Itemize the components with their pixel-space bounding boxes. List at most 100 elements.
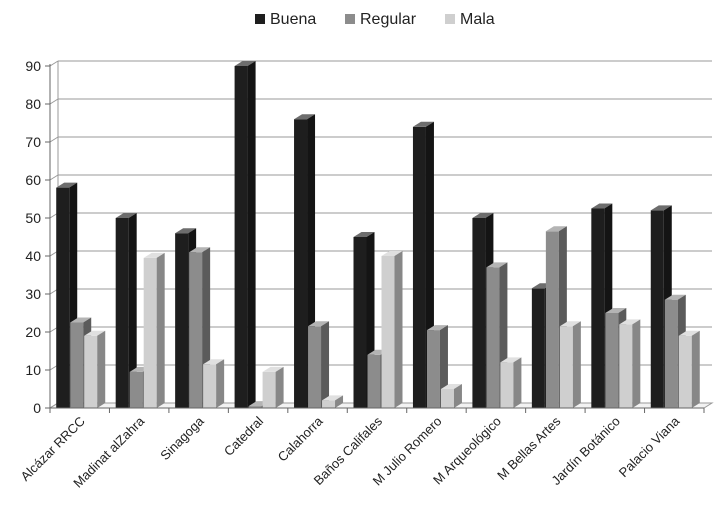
bar-side bbox=[275, 366, 284, 408]
bar-front bbox=[619, 324, 633, 408]
bar-mala bbox=[143, 252, 165, 408]
bar-front bbox=[678, 335, 692, 408]
bar-front bbox=[381, 256, 395, 408]
bar-top bbox=[426, 325, 448, 331]
bar-side bbox=[513, 357, 522, 408]
bar-front bbox=[234, 66, 248, 408]
bar-top bbox=[472, 213, 494, 218]
bar-buena bbox=[115, 213, 137, 408]
bar-top bbox=[308, 321, 330, 327]
bar-mala bbox=[203, 359, 225, 408]
bar-top bbox=[70, 317, 92, 323]
bar-top bbox=[262, 366, 284, 372]
bar-mala bbox=[84, 330, 106, 408]
bar-front bbox=[605, 313, 619, 408]
bar-mala bbox=[440, 384, 462, 408]
bar-front bbox=[500, 362, 514, 408]
bar-top bbox=[234, 61, 256, 66]
bar-front bbox=[56, 187, 70, 408]
bar-side bbox=[394, 251, 403, 408]
bar-regular bbox=[426, 325, 448, 408]
bar-top bbox=[56, 182, 78, 188]
bar-mala bbox=[559, 321, 581, 408]
bar-front bbox=[189, 252, 203, 408]
bar-top bbox=[500, 357, 522, 363]
bar-top bbox=[678, 330, 700, 336]
bar-front bbox=[559, 326, 573, 408]
bar-mala bbox=[381, 251, 403, 408]
gridline-diagonal bbox=[49, 174, 59, 181]
y-tick-label: 70 bbox=[25, 134, 41, 150]
y-tick-label: 90 bbox=[25, 58, 41, 74]
bar-front bbox=[531, 288, 545, 408]
legend-swatch-buena bbox=[255, 14, 265, 24]
bar-mala bbox=[678, 330, 700, 408]
bar-front bbox=[203, 364, 217, 408]
legend-swatch-mala bbox=[445, 14, 455, 24]
bar-side bbox=[321, 321, 330, 408]
bar-mala bbox=[500, 357, 522, 408]
gridline-diagonal bbox=[49, 98, 59, 105]
bar-top bbox=[175, 228, 197, 234]
bar-front bbox=[591, 208, 605, 408]
bar-front bbox=[472, 218, 486, 408]
bar-side bbox=[572, 321, 581, 408]
bar-top bbox=[381, 251, 403, 256]
bar-top bbox=[189, 247, 211, 253]
bar-top bbox=[486, 262, 508, 268]
x-category-label: Sinagoga bbox=[157, 413, 207, 463]
legend-label-regular: Regular bbox=[360, 11, 417, 28]
bar-side bbox=[632, 319, 641, 408]
gridline-diagonal bbox=[49, 136, 59, 143]
bar-side bbox=[453, 384, 462, 408]
y-tick-label: 10 bbox=[25, 362, 41, 378]
bar-side bbox=[156, 252, 165, 408]
bar-top bbox=[559, 321, 581, 327]
bar-top bbox=[591, 203, 613, 209]
legend-label-mala: Mala bbox=[460, 11, 495, 28]
bar-top bbox=[322, 395, 344, 401]
gridline-diagonal bbox=[49, 60, 59, 67]
bar-buena bbox=[234, 61, 256, 408]
bar-top bbox=[143, 252, 165, 258]
y-tick-label: 60 bbox=[25, 172, 41, 188]
y-tick-label: 30 bbox=[25, 286, 41, 302]
y-axis: 0 10 20 30 40 50 60 70 80 90 bbox=[25, 58, 51, 416]
bar-top bbox=[619, 319, 641, 325]
bar-front bbox=[412, 126, 426, 409]
bar-top bbox=[440, 384, 462, 389]
bar-front bbox=[129, 371, 143, 408]
bar-side bbox=[97, 330, 106, 408]
bar-top bbox=[84, 330, 106, 336]
bar-mala bbox=[619, 319, 641, 408]
bar-front bbox=[486, 267, 500, 408]
bar-side bbox=[335, 395, 344, 408]
y-tick-label: 40 bbox=[25, 248, 41, 264]
bar-front bbox=[353, 237, 367, 408]
chart-bars bbox=[56, 61, 700, 409]
y-tick-label: 80 bbox=[25, 96, 41, 112]
bar-top bbox=[664, 294, 686, 300]
bar-front bbox=[175, 233, 189, 408]
bar-regular bbox=[189, 247, 211, 408]
bar-front bbox=[262, 371, 276, 408]
x-category-label: Calahorra bbox=[275, 413, 327, 465]
y-tick-label: 50 bbox=[25, 210, 41, 226]
bar-front bbox=[440, 389, 454, 408]
x-category-label: Palacio Viana bbox=[616, 413, 683, 480]
bar-top bbox=[353, 232, 375, 237]
bar-top bbox=[650, 205, 672, 211]
bar-front bbox=[294, 119, 308, 408]
bar-mala bbox=[322, 395, 344, 408]
y-tick-label: 0 bbox=[33, 400, 41, 416]
bar-mala bbox=[262, 366, 284, 408]
bar-side bbox=[247, 61, 256, 408]
legend-label-buena: Buena bbox=[270, 11, 316, 28]
bar-side bbox=[216, 359, 225, 408]
bar-front bbox=[70, 322, 84, 408]
bar-top bbox=[115, 213, 137, 218]
bar-front bbox=[115, 218, 129, 408]
chart-legend: Buena Regular Mala bbox=[255, 11, 495, 28]
bar-front bbox=[322, 400, 336, 408]
